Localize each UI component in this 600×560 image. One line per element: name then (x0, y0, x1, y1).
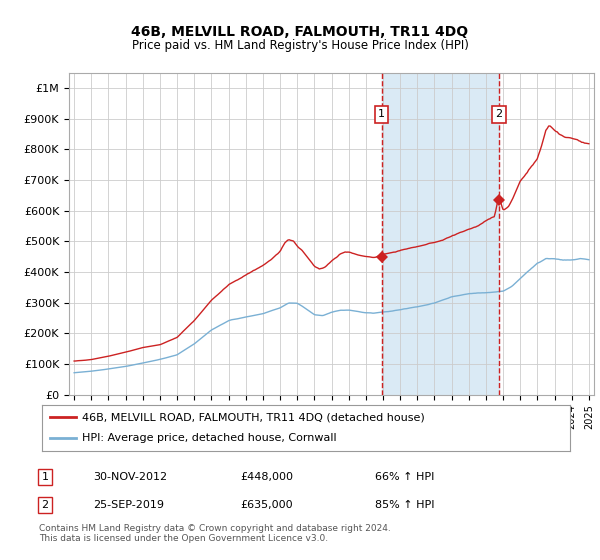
Text: £448,000: £448,000 (240, 472, 293, 482)
Text: This data is licensed under the Open Government Licence v3.0.: This data is licensed under the Open Gov… (39, 534, 328, 543)
Text: 30-NOV-2012: 30-NOV-2012 (93, 472, 167, 482)
Text: 66% ↑ HPI: 66% ↑ HPI (375, 472, 434, 482)
Bar (382, 73, 499, 395)
Text: 85% ↑ HPI: 85% ↑ HPI (375, 500, 434, 510)
Bar (580, 73, 594, 395)
Text: 2: 2 (495, 109, 502, 119)
Text: 46B, MELVILL ROAD, FALMOUTH, TR11 4DQ (detached house): 46B, MELVILL ROAD, FALMOUTH, TR11 4DQ (d… (82, 412, 424, 422)
Text: HPI: Average price, detached house, Cornwall: HPI: Average price, detached house, Corn… (82, 433, 336, 444)
Text: £635,000: £635,000 (240, 500, 293, 510)
Text: 2: 2 (41, 500, 49, 510)
Text: 25-SEP-2019: 25-SEP-2019 (93, 500, 164, 510)
Text: 1: 1 (378, 109, 385, 119)
Text: 1: 1 (41, 472, 49, 482)
Text: Price paid vs. HM Land Registry's House Price Index (HPI): Price paid vs. HM Land Registry's House … (131, 39, 469, 52)
Text: Contains HM Land Registry data © Crown copyright and database right 2024.: Contains HM Land Registry data © Crown c… (39, 524, 391, 533)
Text: 46B, MELVILL ROAD, FALMOUTH, TR11 4DQ: 46B, MELVILL ROAD, FALMOUTH, TR11 4DQ (131, 25, 469, 39)
